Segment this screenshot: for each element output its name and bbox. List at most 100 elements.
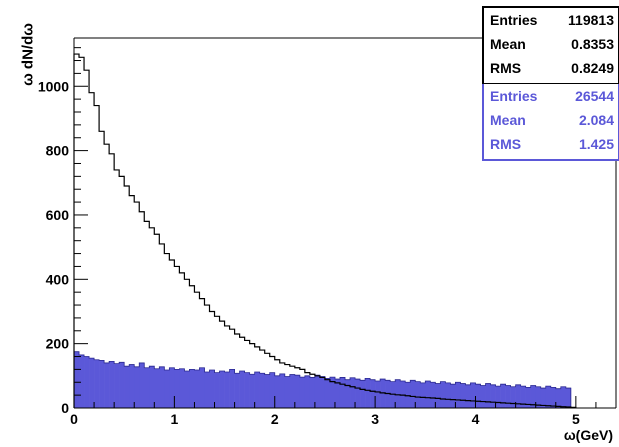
histogram-bar-blue bbox=[380, 379, 386, 408]
y-axis-title: ω dN/dω bbox=[19, 23, 37, 86]
histogram-bar-blue bbox=[565, 388, 572, 408]
histogram-bar-blue bbox=[339, 377, 346, 408]
histogram-bar-blue bbox=[154, 368, 160, 408]
histogram-bar-blue bbox=[94, 359, 100, 408]
stats-label: RMS bbox=[490, 60, 522, 76]
histogram-bar-blue bbox=[415, 381, 421, 408]
histogram-bar-blue bbox=[229, 369, 235, 408]
histogram-bar-blue bbox=[259, 373, 266, 408]
histogram-bar-blue bbox=[440, 381, 446, 408]
histogram-bar-blue bbox=[119, 362, 125, 408]
histogram-bar-blue bbox=[274, 375, 281, 408]
histogram-bar-blue bbox=[535, 386, 542, 408]
stats-label: Mean bbox=[490, 36, 526, 52]
histogram-bar-blue bbox=[480, 385, 486, 408]
histogram-bar-blue bbox=[99, 360, 105, 408]
stats-value: 1.425 bbox=[578, 136, 614, 152]
histogram-bar-blue bbox=[114, 363, 120, 408]
histogram-bar-blue bbox=[319, 376, 326, 408]
histogram-bar-blue bbox=[345, 379, 351, 408]
histogram-bar-blue bbox=[309, 377, 316, 408]
histogram-bar-blue bbox=[244, 372, 250, 408]
histogram-bar-blue bbox=[299, 377, 306, 408]
histogram-bar-blue bbox=[540, 388, 547, 408]
histogram-bar-blue bbox=[174, 369, 180, 408]
histogram-bar-blue bbox=[515, 384, 521, 408]
histogram-bar-blue bbox=[149, 366, 155, 408]
stats-row-mean: Mean 2.084 bbox=[484, 108, 618, 132]
histogram-bar-blue bbox=[264, 374, 271, 408]
histogram-bar-blue bbox=[334, 379, 341, 408]
histogram-bar-blue bbox=[104, 362, 110, 408]
stats-value: 0.8249 bbox=[571, 60, 614, 76]
stats-row-entries: Entries 26544 bbox=[484, 84, 618, 108]
histogram-bar-blue bbox=[410, 380, 416, 408]
stats-value: 2.084 bbox=[578, 112, 614, 128]
histogram-bar-blue bbox=[254, 371, 260, 408]
histogram-bar-blue bbox=[249, 374, 255, 408]
histogram-bar-blue bbox=[109, 361, 115, 408]
histogram-bar-blue bbox=[239, 371, 245, 408]
histogram-bar-blue bbox=[390, 381, 396, 408]
x-tick-label: 3 bbox=[371, 411, 379, 427]
histogram-bar-blue bbox=[370, 379, 376, 408]
stats-label: Entries bbox=[490, 88, 538, 104]
histogram-bar-blue bbox=[324, 378, 331, 408]
histogram-bar-blue bbox=[485, 383, 491, 408]
histogram-bar-blue bbox=[475, 384, 481, 408]
histogram-bar-blue bbox=[530, 385, 537, 408]
y-tick-label: 1000 bbox=[38, 78, 69, 94]
histogram-bar-blue bbox=[470, 382, 476, 408]
histogram-bar-blue bbox=[430, 382, 436, 408]
histogram-bar-blue bbox=[84, 356, 90, 408]
histogram-bar-blue bbox=[420, 382, 426, 408]
stats-label: RMS bbox=[490, 136, 522, 152]
histogram-bar-blue bbox=[450, 384, 456, 408]
histogram-bar-blue bbox=[79, 354, 85, 408]
histogram-bar-blue bbox=[560, 386, 567, 408]
histogram-bar-blue bbox=[455, 382, 461, 408]
histogram-bar-blue bbox=[505, 385, 511, 408]
stats-row-rms: RMS 0.8249 bbox=[484, 56, 618, 80]
histogram-bar-blue bbox=[214, 372, 220, 408]
histogram-bar-blue bbox=[350, 377, 356, 408]
histogram-bar-blue bbox=[445, 382, 451, 408]
histogram-bar-blue bbox=[555, 388, 562, 408]
histogram-bar-blue bbox=[510, 386, 516, 408]
x-tick-label: 2 bbox=[271, 411, 279, 427]
histogram-bar-blue bbox=[545, 386, 552, 408]
x-tick-label: 0 bbox=[70, 411, 78, 427]
histogram-outline-blue bbox=[73, 351, 576, 409]
stats-value: 119813 bbox=[568, 12, 614, 28]
histogram-bar-blue bbox=[365, 378, 371, 408]
histogram-bar-blue bbox=[395, 379, 401, 408]
stats-box-black: Entries 119813 Mean 0.8353 RMS 0.8249 bbox=[482, 6, 619, 85]
histogram-bar-blue bbox=[124, 366, 130, 408]
histogram-bar-blue bbox=[360, 380, 366, 408]
histogram-bar-blue bbox=[219, 371, 225, 408]
histogram-bar-blue bbox=[520, 386, 526, 408]
stats-row-entries: Entries 119813 bbox=[484, 8, 618, 32]
x-tick-label: 4 bbox=[472, 411, 480, 427]
histogram-bar-blue bbox=[74, 351, 80, 408]
histogram-bar-blue bbox=[500, 384, 506, 408]
x-tick-label: 5 bbox=[572, 411, 580, 427]
histogram-bar-blue bbox=[294, 375, 301, 408]
y-tick-label: 400 bbox=[46, 271, 70, 287]
histogram-bar-blue bbox=[234, 373, 240, 408]
histogram-bar-blue bbox=[385, 380, 391, 408]
y-tick-label: 0 bbox=[61, 400, 69, 416]
stats-label: Entries bbox=[490, 12, 538, 28]
histogram-bar-blue bbox=[144, 367, 150, 408]
histogram-bar-blue bbox=[304, 375, 311, 408]
histogram-bar-blue bbox=[289, 374, 296, 408]
histogram-bar-blue bbox=[375, 380, 381, 408]
x-axis-title: ω(GeV) bbox=[563, 427, 613, 443]
histogram-bar-blue bbox=[400, 380, 406, 408]
stats-value: 26544 bbox=[575, 88, 614, 104]
stats-row-rms: RMS 1.425 bbox=[484, 132, 618, 156]
x-tick-label: 1 bbox=[170, 411, 178, 427]
histogram-bar-blue bbox=[189, 369, 195, 408]
histogram-bar-blue bbox=[164, 370, 170, 408]
histogram-bar-blue bbox=[425, 380, 431, 408]
